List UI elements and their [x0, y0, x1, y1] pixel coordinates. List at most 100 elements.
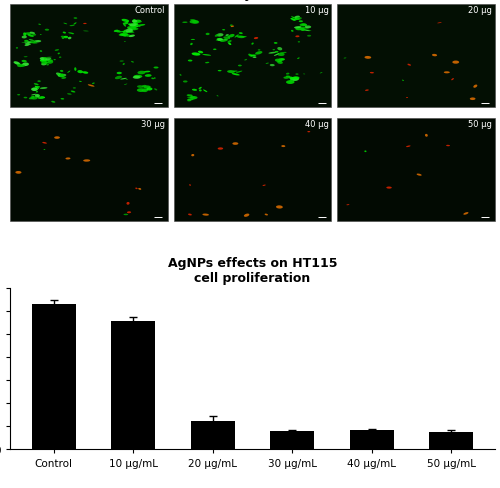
- Ellipse shape: [218, 71, 222, 72]
- Bar: [32, 304, 76, 449]
- Ellipse shape: [252, 57, 256, 59]
- Ellipse shape: [294, 19, 300, 21]
- Ellipse shape: [79, 81, 82, 83]
- Ellipse shape: [60, 71, 64, 73]
- Ellipse shape: [233, 71, 237, 73]
- Ellipse shape: [344, 59, 346, 60]
- Ellipse shape: [31, 95, 36, 96]
- Ellipse shape: [21, 65, 25, 67]
- Ellipse shape: [83, 24, 86, 25]
- Ellipse shape: [132, 21, 138, 23]
- Ellipse shape: [302, 24, 307, 27]
- Ellipse shape: [78, 71, 83, 74]
- Ellipse shape: [252, 43, 254, 45]
- Ellipse shape: [51, 102, 56, 103]
- Ellipse shape: [192, 90, 197, 92]
- Ellipse shape: [275, 60, 282, 63]
- Ellipse shape: [452, 61, 459, 64]
- Ellipse shape: [216, 34, 224, 38]
- Ellipse shape: [46, 65, 49, 66]
- Ellipse shape: [278, 59, 285, 61]
- Ellipse shape: [44, 58, 47, 60]
- Ellipse shape: [226, 35, 228, 37]
- Ellipse shape: [192, 21, 199, 25]
- Ellipse shape: [126, 29, 133, 33]
- Ellipse shape: [228, 36, 230, 40]
- Ellipse shape: [72, 34, 74, 35]
- Ellipse shape: [73, 88, 76, 89]
- Ellipse shape: [294, 27, 302, 29]
- Ellipse shape: [142, 91, 144, 92]
- Ellipse shape: [205, 62, 210, 64]
- Ellipse shape: [28, 40, 34, 41]
- Ellipse shape: [129, 36, 135, 38]
- Ellipse shape: [470, 98, 476, 101]
- Ellipse shape: [60, 99, 64, 101]
- Ellipse shape: [31, 43, 38, 44]
- Ellipse shape: [60, 74, 63, 78]
- Ellipse shape: [130, 29, 138, 31]
- Ellipse shape: [451, 79, 454, 81]
- Ellipse shape: [224, 40, 228, 41]
- Ellipse shape: [134, 76, 142, 79]
- Ellipse shape: [132, 20, 136, 24]
- Ellipse shape: [31, 89, 37, 90]
- Ellipse shape: [115, 77, 122, 80]
- Text: 40 μg: 40 μg: [304, 120, 328, 129]
- Ellipse shape: [130, 28, 136, 31]
- Ellipse shape: [24, 44, 30, 47]
- Ellipse shape: [228, 35, 234, 39]
- Ellipse shape: [278, 54, 284, 57]
- Ellipse shape: [138, 188, 141, 190]
- Ellipse shape: [144, 86, 151, 89]
- Ellipse shape: [295, 28, 302, 31]
- Ellipse shape: [70, 26, 74, 27]
- Ellipse shape: [44, 60, 46, 62]
- Ellipse shape: [238, 65, 242, 67]
- Ellipse shape: [35, 95, 40, 99]
- Ellipse shape: [307, 36, 311, 38]
- Ellipse shape: [446, 145, 450, 147]
- Ellipse shape: [364, 151, 366, 153]
- Bar: [10, 5, 168, 108]
- Ellipse shape: [130, 25, 136, 28]
- Ellipse shape: [183, 81, 188, 83]
- Ellipse shape: [292, 20, 296, 21]
- Ellipse shape: [40, 51, 42, 53]
- Ellipse shape: [248, 55, 253, 58]
- Ellipse shape: [274, 54, 279, 57]
- Ellipse shape: [289, 81, 292, 83]
- Ellipse shape: [303, 30, 312, 32]
- Ellipse shape: [122, 20, 129, 23]
- Bar: [337, 119, 495, 222]
- Ellipse shape: [22, 37, 27, 40]
- Ellipse shape: [71, 91, 76, 93]
- Ellipse shape: [54, 137, 60, 140]
- Ellipse shape: [474, 85, 478, 88]
- Text: 10 μg: 10 μg: [304, 6, 328, 15]
- Ellipse shape: [280, 53, 286, 55]
- Ellipse shape: [74, 18, 78, 20]
- Ellipse shape: [74, 23, 76, 25]
- Ellipse shape: [190, 40, 195, 41]
- Bar: [350, 430, 394, 449]
- Ellipse shape: [188, 61, 192, 62]
- Ellipse shape: [30, 33, 35, 35]
- Ellipse shape: [298, 42, 300, 43]
- Ellipse shape: [30, 97, 38, 101]
- Ellipse shape: [190, 97, 196, 100]
- Ellipse shape: [216, 39, 222, 41]
- Ellipse shape: [137, 86, 143, 89]
- Ellipse shape: [286, 81, 294, 85]
- Ellipse shape: [40, 35, 42, 36]
- Ellipse shape: [24, 33, 32, 36]
- Ellipse shape: [146, 88, 152, 91]
- Ellipse shape: [296, 36, 300, 38]
- Ellipse shape: [284, 77, 290, 80]
- Ellipse shape: [124, 31, 126, 34]
- Ellipse shape: [124, 35, 132, 38]
- Ellipse shape: [220, 40, 224, 41]
- Text: 20 μg: 20 μg: [468, 6, 492, 15]
- Ellipse shape: [290, 78, 299, 82]
- Ellipse shape: [45, 30, 49, 32]
